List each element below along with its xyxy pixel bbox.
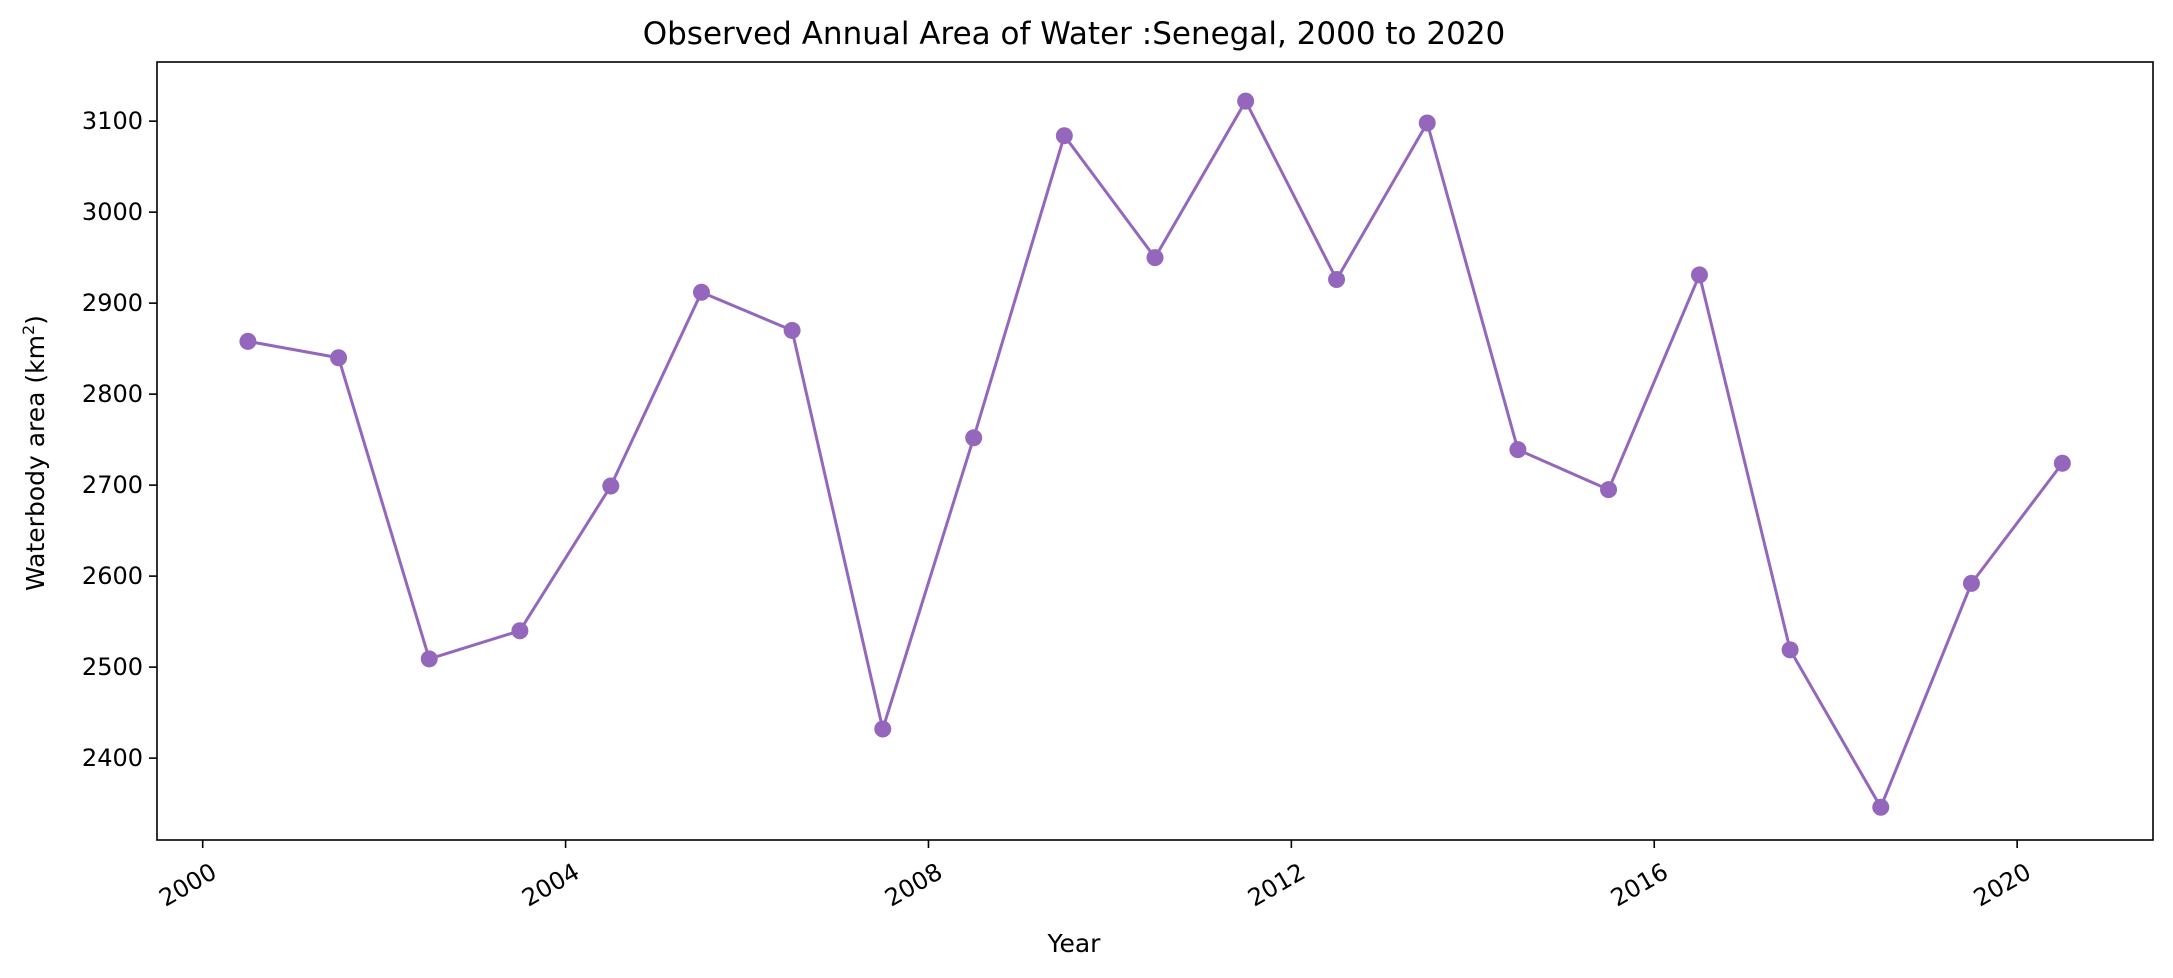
data-point [1600, 481, 1618, 499]
x-tick-label: 2020 [1969, 858, 2036, 913]
x-axis: 2000 2004 2008 2012 2016 2020 [154, 840, 2036, 913]
data-point [602, 477, 620, 495]
y-tick-label: 2900 [82, 289, 143, 317]
data-point [783, 321, 801, 339]
x-tick-label: 2004 [517, 858, 584, 913]
data-point [330, 349, 348, 367]
y-tick-label: 2800 [82, 380, 143, 408]
y-axis-label-superscript: 2 [19, 325, 38, 335]
chart-title: Observed Annual Area of Water :Senegal, … [643, 16, 1506, 52]
data-point [511, 622, 529, 640]
series-layer [239, 92, 2071, 816]
x-tick-label: 2008 [880, 858, 947, 913]
y-tick-label: 2500 [82, 653, 143, 681]
y-axis-label: Waterbody area (km2) [19, 315, 50, 591]
data-point [965, 429, 983, 447]
data-point [2053, 454, 2071, 472]
y-axis: 2400 2500 2600 2700 2800 2900 3000 3100 [82, 107, 157, 772]
y-axis-label-end: ) [21, 315, 50, 325]
x-tick-label: 2016 [1606, 858, 1673, 913]
plot-area [156, 61, 2154, 841]
data-point [1872, 798, 1890, 816]
data-point [1418, 114, 1436, 132]
y-tick-label: 3100 [82, 107, 143, 135]
data-point [1146, 249, 1164, 267]
data-point [239, 332, 257, 350]
data-point [1237, 92, 1255, 110]
data-point [1781, 641, 1799, 659]
y-tick-label: 2400 [82, 744, 143, 772]
series-line [247, 99, 2064, 809]
data-point [1055, 127, 1073, 145]
y-tick-label: 2600 [82, 562, 143, 590]
x-axis-label: Year [1047, 929, 1102, 958]
data-point [1509, 441, 1527, 459]
data-point [1690, 266, 1708, 284]
x-tick-label: 2012 [1243, 858, 1310, 913]
data-point [874, 720, 892, 738]
y-tick-label: 2700 [82, 471, 143, 499]
data-point [1328, 270, 1346, 288]
y-axis-label-main: Waterbody area (km [21, 335, 50, 591]
x-tick-label: 2000 [154, 858, 221, 913]
data-point [1962, 574, 1980, 592]
plot-frame [156, 61, 2154, 841]
y-tick-label: 3000 [82, 198, 143, 226]
data-point [692, 283, 710, 301]
data-point [420, 650, 438, 668]
